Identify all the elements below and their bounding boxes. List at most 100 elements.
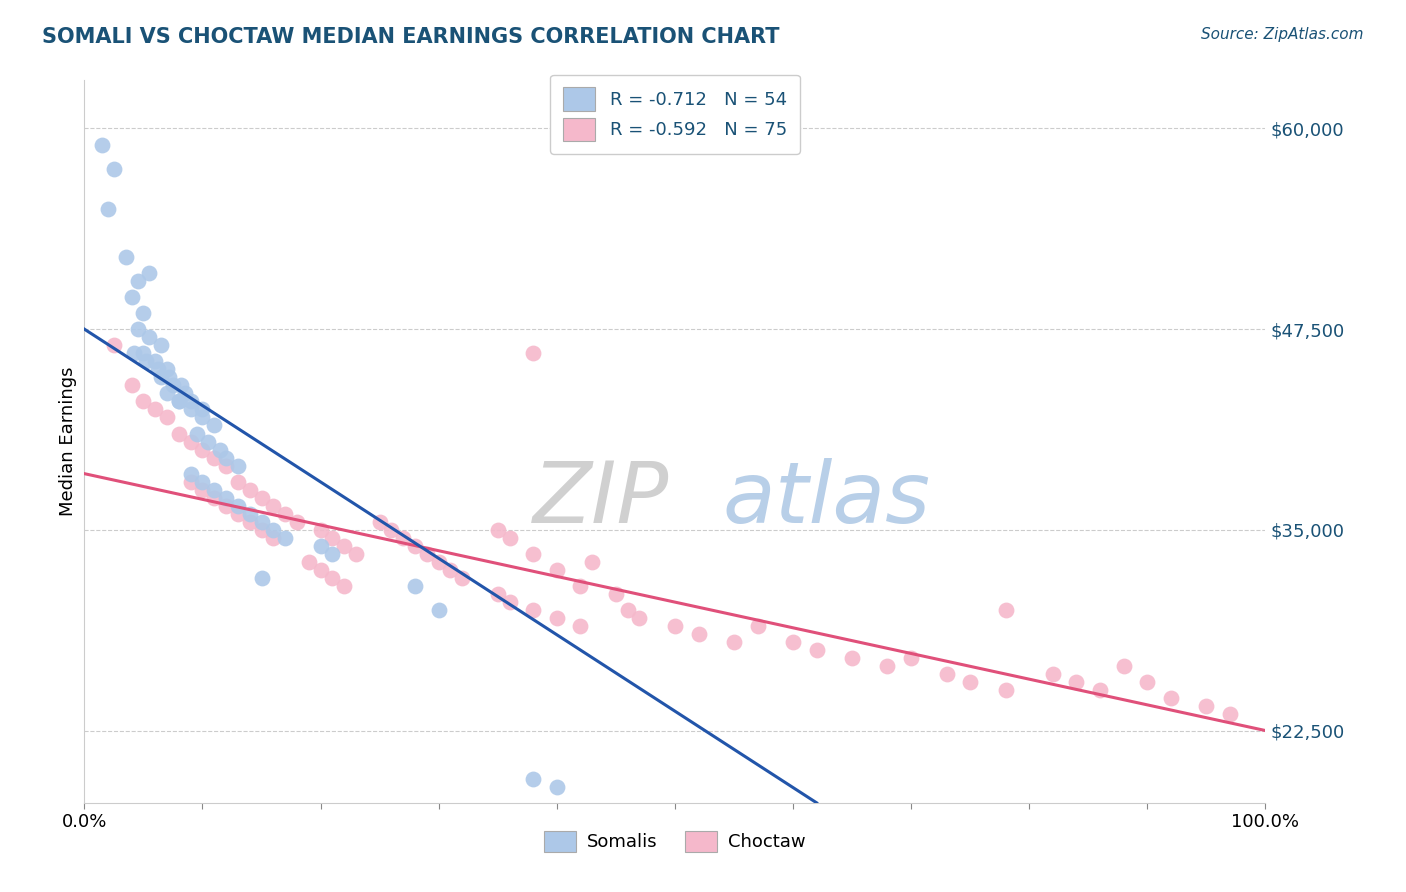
Point	[1160, 691, 1182, 706]
Point	[121, 290, 143, 304]
Point	[274, 531, 297, 545]
Point	[114, 250, 136, 264]
Point	[427, 603, 450, 617]
Point	[143, 402, 166, 417]
Point	[959, 675, 981, 690]
Point	[522, 772, 544, 786]
Point	[333, 539, 356, 553]
Point	[427, 555, 450, 569]
Point	[143, 354, 166, 368]
Point	[239, 515, 262, 529]
Text: SOMALI VS CHOCTAW MEDIAN EARNINGS CORRELATION CHART: SOMALI VS CHOCTAW MEDIAN EARNINGS CORREL…	[42, 27, 780, 46]
Point	[581, 555, 603, 569]
Point	[180, 467, 202, 481]
Point	[157, 370, 180, 384]
Point	[1136, 675, 1159, 690]
Point	[250, 515, 273, 529]
Point	[1195, 699, 1218, 714]
Point	[368, 515, 391, 529]
Point	[186, 426, 208, 441]
Point	[97, 202, 120, 216]
Point	[569, 619, 592, 633]
Point	[103, 338, 125, 352]
Point	[262, 523, 284, 537]
Point	[156, 410, 179, 425]
Point	[841, 651, 863, 665]
Point	[994, 603, 1017, 617]
Point	[150, 338, 173, 352]
Point	[522, 547, 544, 561]
Point	[202, 483, 225, 497]
Point	[167, 426, 190, 441]
Point	[935, 667, 957, 681]
Point	[250, 571, 273, 585]
Point	[546, 611, 568, 625]
Point	[170, 378, 193, 392]
Point	[215, 450, 238, 465]
Point	[546, 780, 568, 794]
Point	[121, 378, 143, 392]
Point	[215, 499, 238, 513]
Point	[180, 475, 202, 489]
Point	[180, 402, 202, 417]
Point	[994, 683, 1017, 698]
Legend: Somalis, Choctaw: Somalis, Choctaw	[537, 823, 813, 859]
Point	[162, 378, 184, 392]
Point	[321, 531, 343, 545]
Point	[569, 579, 592, 593]
Point	[226, 507, 249, 521]
Point	[191, 442, 214, 457]
Point	[1066, 675, 1088, 690]
Point	[202, 491, 225, 505]
Point	[239, 483, 262, 497]
Point	[416, 547, 439, 561]
Point	[664, 619, 686, 633]
Point	[380, 523, 402, 537]
Point	[392, 531, 415, 545]
Point	[309, 563, 332, 577]
Point	[197, 434, 219, 449]
Point	[439, 563, 461, 577]
Point	[226, 475, 249, 489]
Point	[226, 499, 249, 513]
Point	[747, 619, 769, 633]
Point	[173, 386, 195, 401]
Point	[135, 354, 157, 368]
Point	[122, 346, 145, 360]
Point	[132, 306, 155, 320]
Point	[285, 515, 308, 529]
Point	[628, 611, 651, 625]
Point	[180, 394, 202, 409]
Point	[321, 547, 343, 561]
Point	[309, 523, 332, 537]
Point	[498, 531, 520, 545]
Point	[191, 483, 214, 497]
Point	[309, 539, 332, 553]
Point	[167, 394, 190, 409]
Point	[451, 571, 474, 585]
Point	[321, 571, 343, 585]
Point	[191, 402, 214, 417]
Point	[876, 659, 898, 673]
Point	[900, 651, 922, 665]
Point	[138, 266, 160, 280]
Point	[250, 491, 273, 505]
Point	[156, 362, 179, 376]
Point	[250, 523, 273, 537]
Point	[156, 386, 179, 401]
Point	[103, 161, 125, 176]
Point	[404, 539, 426, 553]
Text: atlas: atlas	[723, 458, 931, 541]
Point	[723, 635, 745, 649]
Point	[262, 499, 284, 513]
Text: ZIP: ZIP	[533, 458, 669, 541]
Point	[215, 458, 238, 473]
Point	[1042, 667, 1064, 681]
Point	[132, 394, 155, 409]
Point	[209, 442, 232, 457]
Point	[522, 346, 544, 360]
Point	[333, 579, 356, 593]
Point	[522, 603, 544, 617]
Point	[486, 523, 509, 537]
Point	[344, 547, 367, 561]
